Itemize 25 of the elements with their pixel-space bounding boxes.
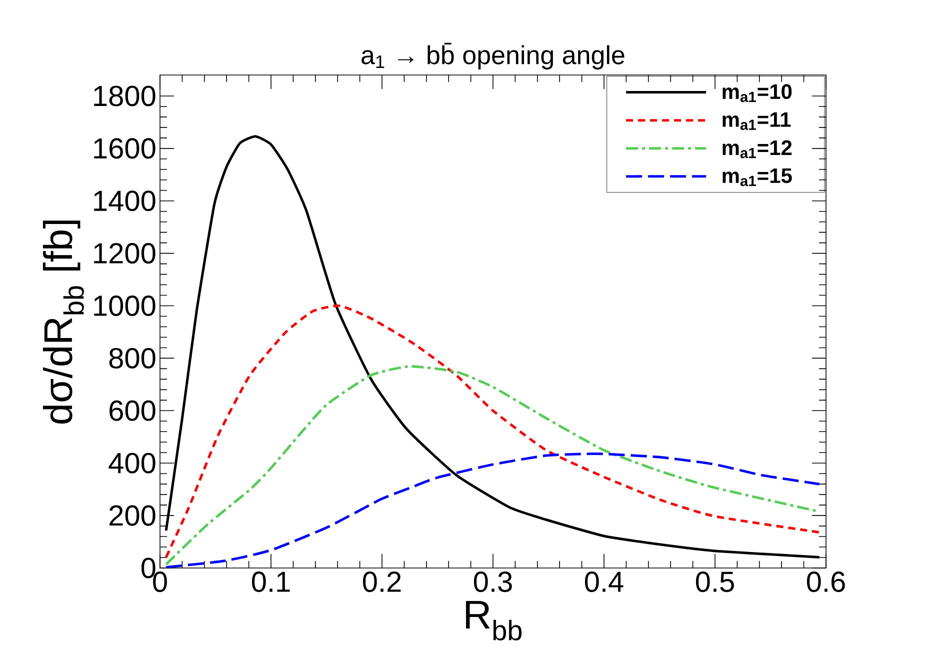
x-tick-label: 0.1 [252,572,290,592]
x-tick-label: 0.5 [696,572,734,592]
y-tick-label: 1600 [94,138,156,159]
y-tick-label: 1800 [94,86,156,106]
y-tick-label: 1200 [94,243,156,264]
x-tick-label: 0.2 [362,572,401,592]
x-axis-title: R$_{bb}$ [466,600,522,640]
y-axis-title: dσ/dR$_{bb}$ [fb] [42,220,84,424]
chart-title: a$_{1}$ → bb̄ opening angle [362,42,624,70]
y-tick-label: 0 [141,558,156,578]
y-tick-label: 200 [110,505,156,526]
y-tick-label: 1400 [94,190,156,212]
y-tick-label: 800 [109,348,156,368]
x-tick-label: 0.3 [474,572,512,592]
legend-label: m$_{a1}$=15 [722,168,792,186]
legend-label: m$_{a1}$=10 [722,84,792,102]
x-tick-label: 0.4 [584,572,624,592]
legend-label: m$_{a1}$=12 [722,140,792,158]
line-series [164,452,821,568]
y-tick-label: 1000 [94,296,156,316]
x-tick-label: 0.6 [806,572,845,592]
line-series [164,304,821,558]
y-tick-label: 400 [108,452,156,474]
y-tick-label: 600 [110,400,156,421]
legend-label: m$_{a1}$=11 [722,112,791,130]
